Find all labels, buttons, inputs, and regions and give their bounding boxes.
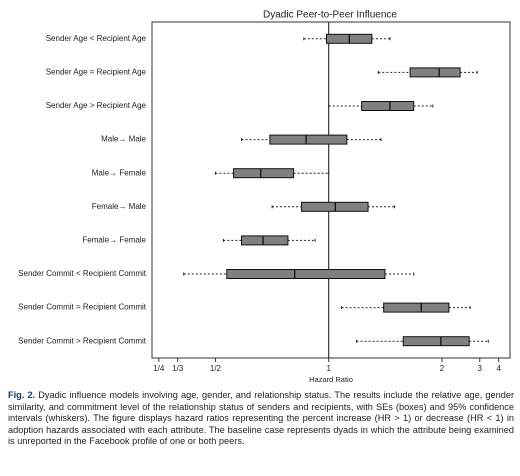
- box: [233, 168, 295, 179]
- box: [383, 302, 450, 313]
- x-tick-label: 4: [496, 364, 501, 373]
- x-tick-label: 1/2: [210, 364, 222, 373]
- box: [269, 134, 348, 145]
- caption-text: Dyadic influence models involving age, g…: [8, 390, 515, 447]
- box: [402, 336, 470, 347]
- chart-title: Dyadic Peer-to-Peer Influence: [263, 10, 397, 21]
- category-label: Male→ Female: [92, 168, 147, 177]
- category-label: Sender Commit < Recipient Commit: [18, 269, 147, 278]
- plot-frame: [151, 21, 511, 359]
- x-tick-label: 2: [440, 364, 445, 373]
- category-label: Sender Age > Recipient Age: [46, 101, 147, 110]
- category-label: Sender Age < Recipient Age: [46, 34, 147, 43]
- caption: Fig. 2. Dyadic influence models involvin…: [8, 390, 514, 448]
- x-tick-label: 1: [327, 364, 332, 373]
- box: [409, 67, 461, 78]
- chart: Dyadic Peer-to-Peer Influence Hazard Rat…: [18, 10, 511, 384]
- box: [226, 269, 386, 279]
- category-label: Male→ Male: [101, 135, 146, 144]
- category-label: Sender Age = Recipient Age: [46, 68, 147, 77]
- x-tick-label: 3: [478, 364, 483, 373]
- caption-label: Fig. 2.: [8, 390, 36, 400]
- category-label: Female→ Male: [92, 202, 147, 211]
- category-label: Sender Commit = Recipient Commit: [18, 303, 147, 312]
- category-label: Female→ Female: [82, 236, 146, 245]
- category-label: Sender Commit > Recipient Commit: [18, 336, 147, 345]
- x-axis-label: Hazard Ratio: [309, 375, 353, 384]
- x-tick-label: 1/4: [153, 364, 165, 373]
- box: [241, 235, 289, 246]
- x-tick-label: 1/3: [172, 364, 184, 373]
- box: [361, 101, 415, 111]
